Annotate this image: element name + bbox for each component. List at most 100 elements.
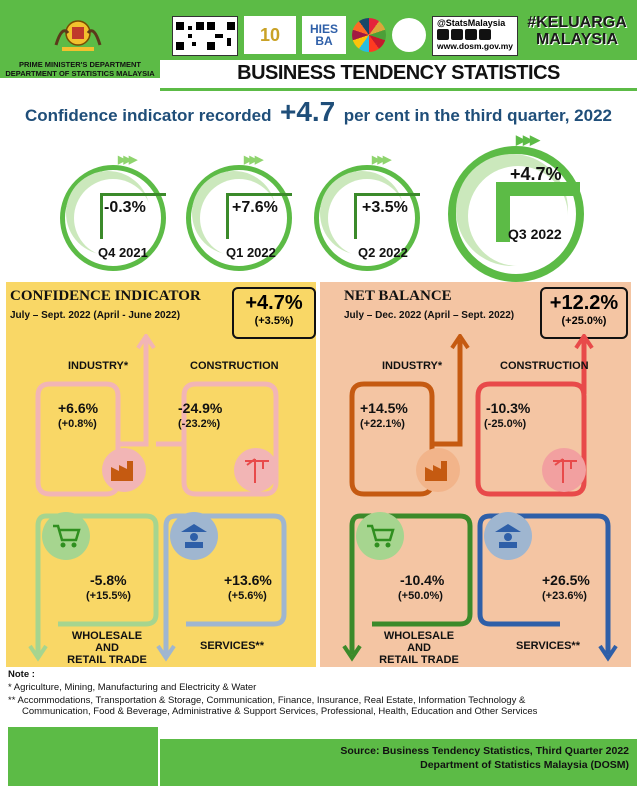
confidence-total-box: +4.7% (+3.5%) [232, 287, 316, 339]
quarter-ring-q2-2022: ▶▶▶ +3.5% Q2 2022 [314, 154, 420, 271]
confidence-services-label: SERVICES** [200, 640, 264, 652]
quarter-label: Q2 2022 [358, 245, 408, 260]
net-services-label: SERVICES** [516, 640, 580, 652]
confidence-total-prev: (+3.5%) [254, 315, 294, 327]
page-title: BUSINESS TENDENCY STATISTICS [237, 62, 560, 84]
ring-pointer [354, 193, 420, 196]
net-balance-flow-lines [342, 334, 618, 662]
chevron-arrows-icon: ▶▶▶ [372, 154, 391, 166]
dosm-anniversary-logo: 10 [244, 16, 296, 54]
website-link[interactable]: www.dosm.gov.my [437, 41, 514, 51]
quarter-ring-q4-2021: ▶▶▶ -0.3% Q4 2021 [60, 154, 166, 271]
agency-line-2: DEPARTMENT OF STATISTICS MALAYSIA [5, 69, 155, 78]
keluarga-malaysia-logo: #KELUARGA MALAYSIA [522, 14, 632, 56]
shopping-cart-icon [356, 512, 404, 560]
quarter-rings: ▶▶▶ -0.3% Q4 2021 ▶▶▶ +7.6% Q1 2022 ▶▶▶ … [0, 132, 637, 282]
net-industry-label: INDUSTRY* [382, 360, 443, 372]
quarter-label: Q1 2022 [226, 245, 276, 260]
headline: Confidence indicator recorded +4.7 per c… [0, 96, 637, 136]
hies-logo: HIES BA [302, 16, 346, 54]
net-construction-prev: (-25.0%) [484, 418, 527, 430]
headline-prefix: Confidence indicator recorded [24, 106, 272, 125]
confidence-industry-label: INDUSTRY* [68, 360, 129, 372]
headline-value: +4.7 [279, 96, 336, 127]
net-industry-value: +14.5% [360, 400, 408, 416]
quarter-ring-q3-2022: ▶▶▶ +4.7% Q3 2022 [448, 132, 584, 282]
source-line-2: Department of Statistics Malaysia (DOSM) [420, 759, 629, 771]
confidence-services-value: +13.6% [224, 572, 272, 588]
footer-source-block: Source: Business Tendency Statistics, Th… [160, 739, 637, 786]
ring-pointer [226, 193, 292, 196]
confidence-construction-value: -24.9% [178, 400, 223, 416]
youtube-icon[interactable] [479, 29, 491, 40]
title-bar: BUSINESS TENDENCY STATISTICS [160, 60, 637, 91]
quarter-value: -0.3% [104, 199, 146, 216]
net-wholesale-prev: (+50.0%) [398, 590, 443, 602]
agency-line-1: PRIME MINISTER'S DEPARTMENT [18, 60, 142, 69]
sdg-wheel-icon [352, 18, 386, 52]
quarter-value: +3.5% [362, 199, 408, 216]
confidence-industry-value: +6.6% [58, 400, 99, 416]
ring-pointer [496, 182, 580, 196]
net-construction-label: CONSTRUCTION [500, 360, 589, 372]
net-services-value: +26.5% [542, 572, 590, 588]
quarter-label: Q4 2021 [98, 245, 148, 260]
shopping-cart-icon [42, 512, 90, 560]
social-media-box: @StatsMalaysia www.dosm.gov.my [432, 16, 518, 56]
confidence-period: July – Sept. 2022 (April - June 2022) [10, 310, 181, 321]
services-worker-icon [484, 512, 532, 560]
hies-line-1: HIES [309, 22, 338, 36]
net-services-prev: (+23.6%) [542, 590, 587, 602]
social-handle: @StatsMalaysia [437, 18, 506, 28]
confidence-industry-prev: (+0.8%) [58, 418, 97, 430]
instagram-icon[interactable] [437, 29, 449, 40]
confidence-wholesale-value: -5.8% [90, 572, 127, 588]
net-balance-total: +12.2% [549, 292, 619, 314]
quarter-label: Q3 2022 [508, 226, 562, 242]
confidence-services-prev: (+5.6%) [228, 590, 267, 602]
confidence-total: +4.7% [245, 292, 303, 314]
hies-line-2: BA [315, 34, 333, 48]
confidence-flow-lines [28, 334, 287, 662]
services-worker-icon [170, 512, 218, 560]
confidence-title: CONFIDENCE INDICATOR [10, 288, 201, 304]
header-top-bar [0, 0, 637, 12]
source-line-1: Source: Business Tendency Statistics, Th… [340, 745, 629, 757]
net-balance-total-prev: (+25.0%) [561, 315, 607, 327]
qr-codes [172, 16, 238, 56]
keluarga-line-2: MALAYSIA [535, 31, 619, 48]
net-balance-panel: NET BALANCE July – Dec. 2022 (April – Se… [320, 282, 631, 667]
confidence-wholesale-label-2: RETAIL TRADE [67, 654, 147, 666]
net-construction-value: -10.3% [486, 400, 531, 416]
note-2b: Communication, Food & Beverage, Administ… [22, 706, 538, 717]
coat-of-arms-icon [52, 15, 104, 55]
net-wholesale-value: -10.4% [400, 572, 445, 588]
note-1: * Agriculture, Mining, Manufacturing and… [8, 682, 257, 693]
quarter-value: +4.7% [510, 164, 562, 184]
chevron-arrows-icon: ▶▶▶ [516, 132, 540, 147]
crane-icon [542, 448, 586, 492]
facebook-icon[interactable] [451, 29, 463, 40]
net-wholesale-label-2: RETAIL TRADE [379, 654, 459, 666]
net-balance-total-box: +12.2% (+25.0%) [540, 287, 628, 339]
quarter-ring-q1-2022: ▶▶▶ +7.6% Q1 2022 [186, 154, 292, 271]
quarter-value: +7.6% [232, 199, 278, 216]
logo-strip: 10 HIES BA @StatsMalaysia www.dosm.gov.m… [160, 12, 637, 60]
confidence-wholesale-label-1: WHOLESALE AND [71, 630, 143, 654]
net-balance-title: NET BALANCE [344, 288, 452, 304]
confidence-construction-prev: (-23.2%) [178, 418, 221, 430]
confidence-wholesale-label: WHOLESALE AND RETAIL TRADE [62, 630, 152, 666]
net-wholesale-label-1: WHOLESALE AND [383, 630, 455, 654]
footer-left-block [8, 727, 158, 786]
confidence-construction-label: CONSTRUCTION [190, 360, 279, 372]
net-balance-period: July – Dec. 2022 (April – Sept. 2022) [344, 310, 515, 321]
factory-icon [102, 448, 146, 492]
headline-suffix: per cent in the third quarter, 2022 [343, 106, 613, 125]
agency-logo-block: PRIME MINISTER'S DEPARTMENT DEPARTMENT O… [0, 12, 160, 78]
ring-pointer [100, 193, 166, 196]
footer: Source: Business Tendency Statistics, Th… [0, 727, 637, 786]
chevron-arrows-icon: ▶▶▶ [118, 154, 137, 166]
twitter-icon[interactable] [465, 29, 477, 40]
net-wholesale-label: WHOLESALE AND RETAIL TRADE [372, 630, 466, 666]
factory-icon [416, 448, 460, 492]
